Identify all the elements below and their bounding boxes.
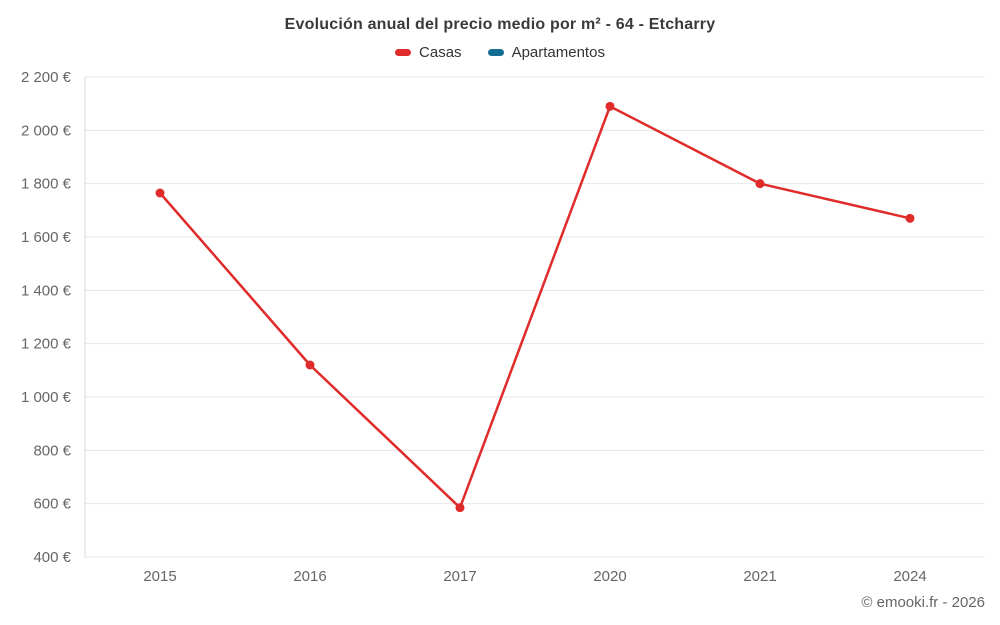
chart-title: Evolución anual del precio medio por m² … <box>284 16 716 33</box>
y-axis-tick-label: 400 € <box>33 549 71 566</box>
legend-item-apartamentos[interactable]: Apartamentos <box>487 44 605 61</box>
legend: Casas Apartamentos <box>0 44 1000 61</box>
series-line-casas <box>159 105 911 509</box>
x-axis-tick-label: 2024 <box>893 568 926 585</box>
legend-label-casas: Casas <box>419 44 462 61</box>
y-axis-tick-label: 1 600 € <box>21 229 72 246</box>
y-axis-tick-label: 600 € <box>33 496 71 513</box>
y-axis-tick-label: 1 000 € <box>21 389 72 406</box>
y-axis-tick-label: 2 000 € <box>21 122 72 139</box>
x-axis-tick-label: 2015 <box>143 568 176 585</box>
legend-marker-casas-icon <box>395 49 412 56</box>
legend-item-casas[interactable]: Casas <box>395 44 462 61</box>
data-point-casas[interactable] <box>455 503 465 513</box>
legend-marker-apartamentos-icon <box>487 49 504 56</box>
x-axis-tick-label: 2016 <box>293 568 326 585</box>
data-point-casas[interactable] <box>605 101 615 111</box>
y-axis-tick-label: 800 € <box>33 442 71 459</box>
y-axis-tick-label: 2 200 € <box>21 69 72 86</box>
x-axis-tick-label: 2021 <box>743 568 776 585</box>
x-axis-tick-label: 2017 <box>443 568 476 585</box>
x-axis-tick-label: 2020 <box>593 568 626 585</box>
data-point-casas[interactable] <box>155 188 165 198</box>
y-axis-tick-label: 1 800 € <box>21 176 72 193</box>
y-axis-tick-label: 1 400 € <box>21 282 72 299</box>
y-axis-tick-label: 1 200 € <box>21 336 72 353</box>
credits-link[interactable]: © emooki.fr - 2026 <box>861 594 985 611</box>
legend-label-apartamentos: Apartamentos <box>511 44 605 61</box>
data-point-casas[interactable] <box>905 213 915 223</box>
data-point-casas[interactable] <box>305 360 315 370</box>
data-point-casas[interactable] <box>755 179 765 189</box>
